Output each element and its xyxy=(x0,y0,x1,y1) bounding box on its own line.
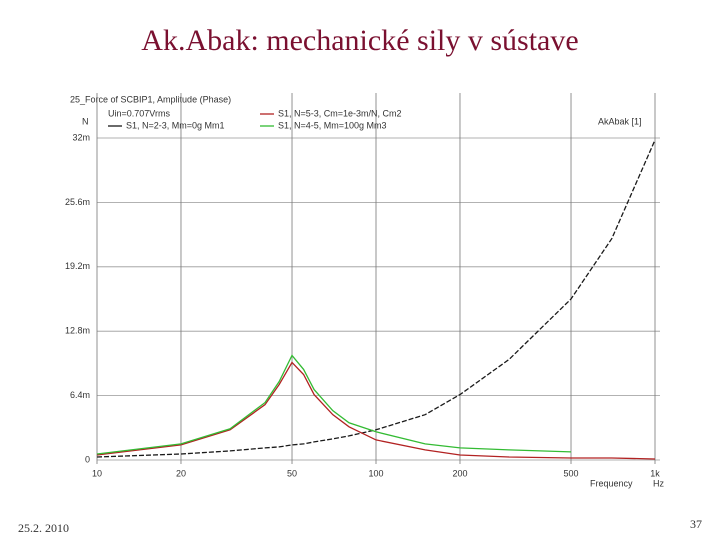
series-line xyxy=(96,361,656,460)
annotation: AkAbak [1] xyxy=(598,116,642,126)
x-tick-label: 500 xyxy=(563,468,578,478)
y-tick-label: 12.8m xyxy=(65,326,90,336)
y-axis-label: N xyxy=(82,116,89,126)
x-tick-label: 20 xyxy=(176,468,186,478)
slide-page: 37 xyxy=(690,517,702,531)
x-tick-label: 10 xyxy=(92,468,102,478)
x-tick-label: 50 xyxy=(287,468,297,478)
slide-title: Ak.Abak: mechanické sily v sústave xyxy=(141,24,578,57)
y-tick-label: 19.2m xyxy=(65,261,90,271)
x-tick-label: 1k xyxy=(650,468,660,478)
y-tick-label: 0 xyxy=(85,454,90,464)
y-tick-label: 32m xyxy=(72,132,90,142)
legend-label: S1, N=2-3, Mm=0g Mm1 xyxy=(126,120,225,130)
slide-date: 25.2. 2010 xyxy=(18,521,69,535)
y-tick-label: 25.6m xyxy=(65,197,90,207)
legend-label: S1, N=5-3, Cm=1e-3m/N, Cm2 xyxy=(278,108,402,118)
series-line xyxy=(96,139,656,458)
x-tick-label: 100 xyxy=(368,468,383,478)
legend-label: S1, N=4-5, Mm=100g Mm3 xyxy=(278,120,387,130)
y-tick-label: 6.4m xyxy=(70,390,90,400)
x-tick-label: 200 xyxy=(452,468,467,478)
chart-title: 25_Force of SCBIP1, Amplitude (Phase) xyxy=(70,94,231,104)
x-axis-unit: Hz xyxy=(653,478,664,488)
annotation: Uin=0.707Vrms xyxy=(108,108,170,118)
series-line xyxy=(96,354,572,455)
x-axis-label: Frequency xyxy=(590,478,633,488)
